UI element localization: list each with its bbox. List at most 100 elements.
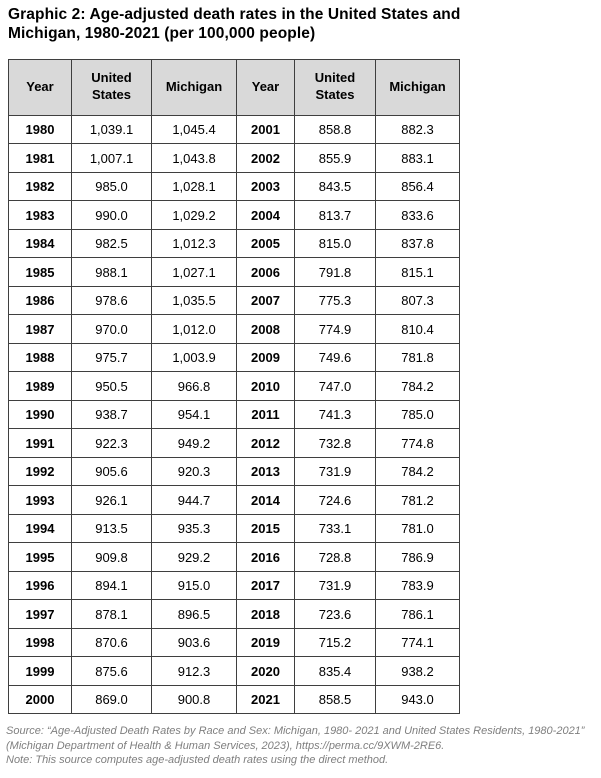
rate-cell: 978.6 <box>71 285 152 316</box>
rate-cell: 900.8 <box>151 684 237 715</box>
rate-cell: 774.8 <box>375 428 460 458</box>
header-united-states-right: United States <box>294 58 376 116</box>
rate-cell: 894.1 <box>71 570 152 601</box>
year-cell: 2017 <box>236 570 295 601</box>
rate-cell: 1,003.9 <box>151 342 237 373</box>
rate-cell: 883.1 <box>375 143 460 173</box>
rate-cell: 784.2 <box>375 456 460 487</box>
rate-cell: 975.7 <box>71 342 152 373</box>
rate-cell: 791.8 <box>294 257 376 287</box>
year-cell: 1994 <box>8 513 72 544</box>
rate-cell: 882.3 <box>375 114 460 145</box>
table-row: 1994 913.5 935.3 2015 733.1 781.0 <box>8 513 460 544</box>
header-michigan-left: Michigan <box>151 58 237 116</box>
rate-cell: 784.2 <box>375 371 460 401</box>
table-row: 1998 870.6 903.6 2019 715.2 774.1 <box>8 627 460 658</box>
year-cell: 1988 <box>8 342 72 373</box>
rate-cell: 943.0 <box>375 684 460 715</box>
rate-cell: 903.6 <box>151 627 237 658</box>
rate-cell: 731.9 <box>294 456 376 487</box>
year-cell: 1998 <box>8 627 72 658</box>
rate-cell: 913.5 <box>71 513 152 544</box>
year-cell: 1990 <box>8 399 72 430</box>
rate-cell: 783.9 <box>375 570 460 601</box>
rate-cell: 732.8 <box>294 428 376 458</box>
rate-cell: 774.1 <box>375 627 460 658</box>
rate-cell: 747.0 <box>294 371 376 401</box>
year-cell: 1999 <box>8 656 72 686</box>
rate-cell: 926.1 <box>71 485 152 515</box>
year-cell: 1991 <box>8 428 72 458</box>
rate-cell: 985.0 <box>71 171 152 202</box>
rate-cell: 922.3 <box>71 428 152 458</box>
rate-cell: 815.1 <box>375 257 460 287</box>
rate-cell: 878.1 <box>71 599 152 629</box>
source-line-1: Source: “Age-Adjusted Death Rates by Rac… <box>6 725 585 738</box>
rate-cell: 1,029.2 <box>151 200 237 230</box>
year-cell: 2009 <box>236 342 295 373</box>
rate-cell: 733.1 <box>294 513 376 544</box>
rate-cell: 1,012.0 <box>151 314 237 344</box>
rate-cell: 950.5 <box>71 371 152 401</box>
year-cell: 2020 <box>236 656 295 686</box>
rate-cell: 749.6 <box>294 342 376 373</box>
year-cell: 2007 <box>236 285 295 316</box>
rate-cell: 786.1 <box>375 599 460 629</box>
year-cell: 2019 <box>236 627 295 658</box>
table-row: 1984 982.5 1,012.3 2005 815.0 837.8 <box>8 228 460 259</box>
rate-cell: 781.0 <box>375 513 460 544</box>
rate-cell: 912.3 <box>151 656 237 686</box>
year-cell: 2021 <box>236 684 295 715</box>
rate-cell: 1,035.5 <box>151 285 237 316</box>
year-cell: 1993 <box>8 485 72 515</box>
year-cell: 2016 <box>236 542 295 572</box>
table-row: 1997 878.1 896.5 2018 723.6 786.1 <box>8 599 460 629</box>
year-cell: 2011 <box>236 399 295 430</box>
table-row: 1999 875.6 912.3 2020 835.4 938.2 <box>8 656 460 686</box>
table-row: 1982 985.0 1,028.1 2003 843.5 856.4 <box>8 171 460 202</box>
rate-cell: 781.2 <box>375 485 460 515</box>
rate-cell: 990.0 <box>71 200 152 230</box>
rate-cell: 920.3 <box>151 456 237 487</box>
rate-cell: 774.9 <box>294 314 376 344</box>
rate-cell: 786.9 <box>375 542 460 572</box>
rate-cell: 970.0 <box>71 314 152 344</box>
death-rates-table: Year United States Michigan Year United … <box>8 58 460 715</box>
rate-cell: 1,043.8 <box>151 143 237 173</box>
rate-cell: 855.9 <box>294 143 376 173</box>
rate-cell: 728.8 <box>294 542 376 572</box>
table-header-row: Year United States Michigan Year United … <box>8 58 460 116</box>
rate-cell: 843.5 <box>294 171 376 202</box>
rate-cell: 870.6 <box>71 627 152 658</box>
rate-cell: 775.3 <box>294 285 376 316</box>
year-cell: 2013 <box>236 456 295 487</box>
rate-cell: 715.2 <box>294 627 376 658</box>
year-cell: 1992 <box>8 456 72 487</box>
rate-cell: 909.8 <box>71 542 152 572</box>
table-row: 1995 909.8 929.2 2016 728.8 786.9 <box>8 542 460 572</box>
table-row: 1987 970.0 1,012.0 2008 774.9 810.4 <box>8 314 460 344</box>
rate-cell: 1,039.1 <box>71 114 152 145</box>
header-michigan-right: Michigan <box>375 58 460 116</box>
year-cell: 2004 <box>236 200 295 230</box>
source-line-2: (Michigan Department of Health & Human S… <box>6 739 445 752</box>
year-cell: 2014 <box>236 485 295 515</box>
year-cell: 1984 <box>8 228 72 259</box>
year-cell: 1981 <box>8 143 72 173</box>
rate-cell: 875.6 <box>71 656 152 686</box>
year-cell: 1997 <box>8 599 72 629</box>
table-row: 1983 990.0 1,029.2 2004 813.7 833.6 <box>8 200 460 230</box>
rate-cell: 1,028.1 <box>151 171 237 202</box>
rate-cell: 954.1 <box>151 399 237 430</box>
year-cell: 1982 <box>8 171 72 202</box>
rate-cell: 781.8 <box>375 342 460 373</box>
table-row: 2000 869.0 900.8 2021 858.5 943.0 <box>8 684 460 715</box>
year-cell: 1996 <box>8 570 72 601</box>
rate-cell: 1,027.1 <box>151 257 237 287</box>
rate-cell: 966.8 <box>151 371 237 401</box>
rate-cell: 949.2 <box>151 428 237 458</box>
table-row: 1986 978.6 1,035.5 2007 775.3 807.3 <box>8 285 460 316</box>
header-united-states-left: United States <box>71 58 152 116</box>
year-cell: 1985 <box>8 257 72 287</box>
